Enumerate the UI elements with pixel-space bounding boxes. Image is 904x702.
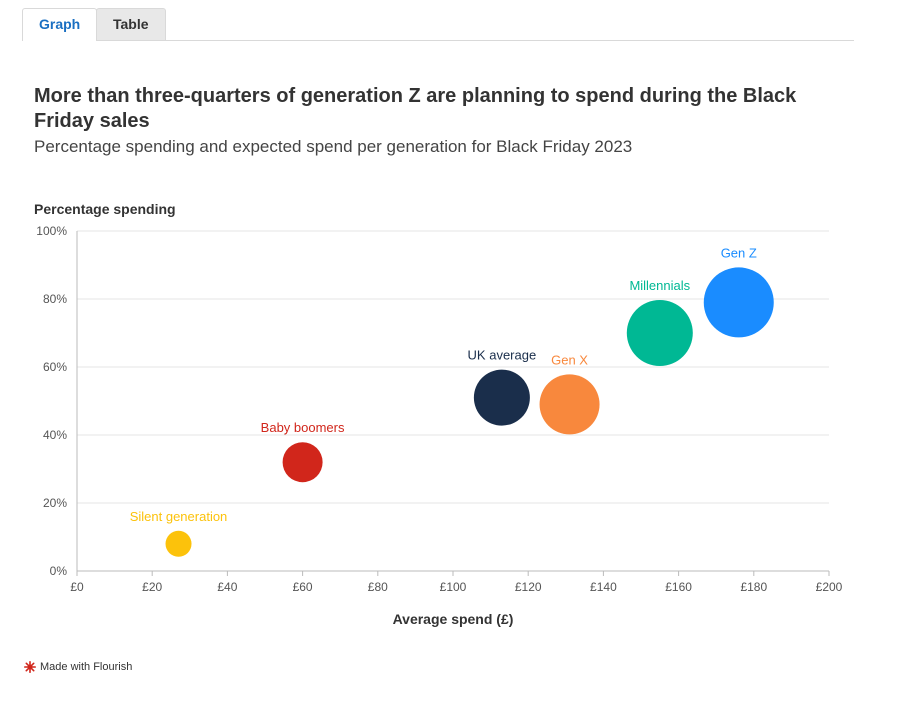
tab-bar: Graph Table	[22, 8, 854, 41]
bubble-point[interactable]	[539, 374, 600, 435]
x-tick-label: £160	[665, 580, 692, 594]
bubble-point[interactable]	[165, 530, 192, 557]
bubble-label: Gen X	[551, 352, 588, 367]
flourish-credit-text: Made with Flourish	[40, 661, 133, 673]
x-tick-label: £60	[293, 580, 313, 594]
chart-subtitle: Percentage spending and expected spend p…	[34, 137, 633, 156]
x-tick-label: £40	[217, 580, 237, 594]
bubble-label: Baby boomers	[261, 420, 345, 435]
bubble-label: Silent generation	[130, 509, 228, 524]
tab-graph[interactable]: Graph	[22, 8, 98, 41]
x-tick-label: £20	[142, 580, 162, 594]
bubble-point[interactable]	[473, 369, 530, 426]
x-tick-label: £80	[368, 580, 388, 594]
x-tick-label: £120	[515, 580, 542, 594]
bubble-label: Gen Z	[721, 245, 757, 260]
y-tick-label: 60%	[43, 360, 67, 374]
x-tick-label: £140	[590, 580, 617, 594]
flourish-logo-icon	[24, 661, 36, 673]
bubble-label: UK average	[468, 348, 537, 363]
x-tick-label: £200	[816, 580, 843, 594]
bubble-chart: Percentage spending 0% 20% 40% 60% 80% 100% £0…	[34, 201, 843, 627]
y-tick-label: 100%	[36, 224, 67, 238]
x-tick-label: £100	[440, 580, 467, 594]
y-tick-label: 0%	[50, 564, 68, 578]
x-tick-label: £180	[740, 580, 767, 594]
flourish-credit[interactable]: Made with Flourish	[24, 661, 132, 673]
bubble-point[interactable]	[282, 442, 323, 483]
y-tick-label: 20%	[43, 496, 67, 510]
x-axis-title: Average spend (£)	[393, 611, 514, 627]
chart-title: More than three-quarters of generation Z…	[34, 85, 797, 132]
bubble-point[interactable]	[626, 300, 693, 366]
tab-table[interactable]: Table	[96, 8, 166, 40]
y-tick-label: 80%	[43, 292, 67, 306]
bubble-label: Millennials	[629, 278, 690, 293]
y-tick-label: 40%	[43, 428, 67, 442]
bubble-point[interactable]	[703, 267, 774, 338]
y-axis-title: Percentage spending	[34, 201, 176, 217]
x-tick-label: £0	[70, 580, 84, 594]
